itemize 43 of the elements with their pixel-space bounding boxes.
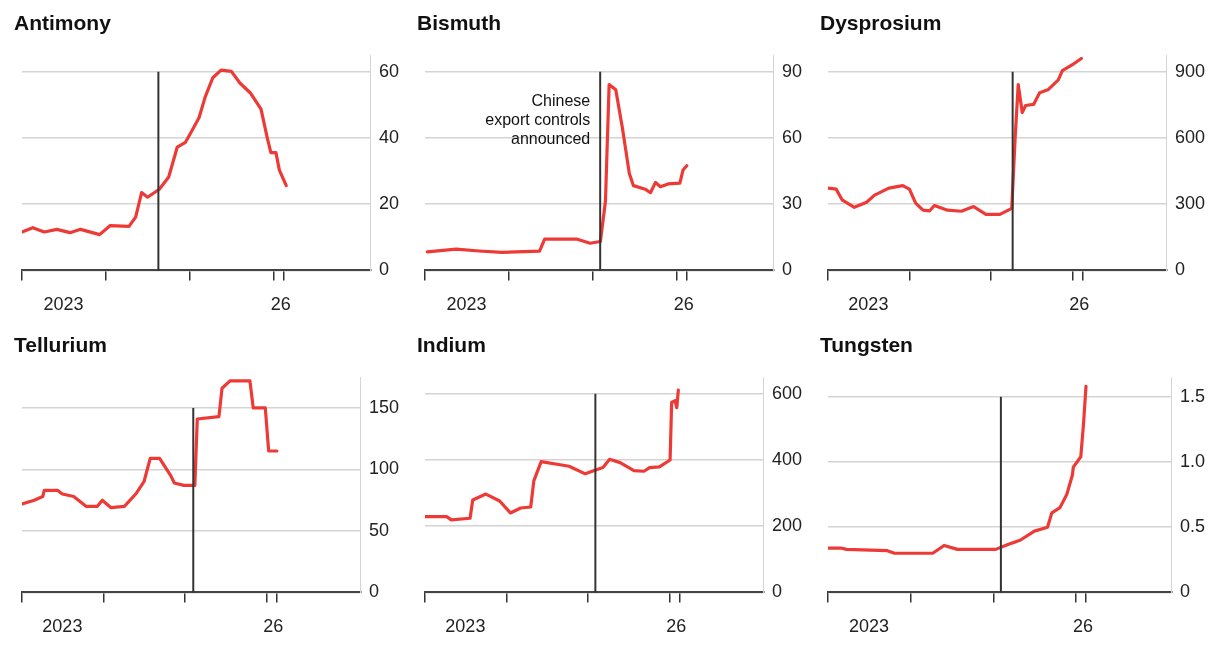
x-tick-label: 2023 (848, 616, 889, 637)
chart-title: Tellurium (14, 333, 107, 357)
x-tick-label: 2023 (446, 294, 487, 315)
y-tick-label: 0.5 (1179, 516, 1206, 537)
y-tick-label: 0 (781, 259, 792, 280)
y-tick-label: 60 (781, 126, 803, 147)
y-tick-label: 30 (781, 193, 803, 214)
x-tick-label: 26 (1069, 294, 1090, 315)
chart-title: Antimony (14, 11, 112, 35)
y-tick-label: 600 (771, 382, 803, 403)
y-tick-label: 20 (378, 193, 400, 214)
y-tick-label: 50 (368, 519, 389, 540)
x-tick-label: 26 (1073, 616, 1094, 637)
y-tick-label: 40 (378, 126, 400, 147)
chart-title: Dysprosium (820, 11, 942, 35)
y-tick-label: 1.0 (1179, 450, 1206, 471)
y-tick-label: 0 (378, 259, 389, 280)
chart-title: Bismuth (417, 11, 501, 35)
x-tick-label: 26 (666, 616, 687, 637)
y-tick-label: 150 (368, 396, 400, 417)
y-tick-label: 600 (1174, 126, 1206, 147)
y-tick-label: 100 (368, 458, 400, 479)
y-tick-label: 400 (771, 448, 803, 469)
y-tick-label: 200 (771, 515, 803, 536)
x-tick-label: 26 (270, 294, 291, 315)
y-tick-label: 0 (1174, 259, 1185, 280)
y-tick-label: 90 (781, 60, 803, 81)
annotation: Chinese export controls announced (485, 92, 591, 148)
chart-title: Tungsten (820, 333, 913, 357)
y-tick-label: 900 (1174, 60, 1206, 81)
x-tick-label: 2023 (43, 294, 84, 315)
x-tick-label: 26 (673, 294, 694, 315)
y-tick-label: 300 (1174, 193, 1206, 214)
x-tick-label: 26 (263, 616, 284, 637)
chart-title: Indium (417, 333, 486, 357)
y-tick-label: 0 (1179, 581, 1190, 602)
x-tick-label: 2023 (445, 616, 486, 637)
y-tick-label: 0 (771, 581, 782, 602)
x-tick-label: 2023 (848, 294, 889, 315)
y-tick-label: 0 (368, 581, 379, 602)
y-tick-label: 1.5 (1179, 385, 1206, 406)
x-tick-label: 2023 (42, 616, 83, 637)
y-tick-label: 60 (378, 60, 400, 81)
